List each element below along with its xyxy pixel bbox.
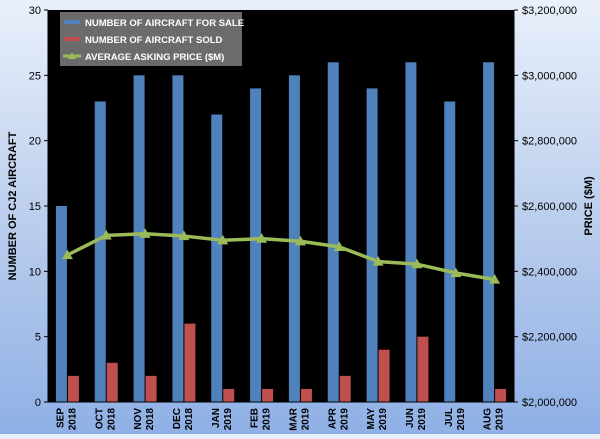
price-marker: [450, 267, 462, 278]
price-marker: [178, 230, 190, 241]
x-tick-label-line: NOV: [133, 408, 144, 430]
y-tick-label: 15: [29, 201, 41, 213]
y-tick-label: 5: [35, 332, 41, 344]
bar-sold: [67, 375, 79, 402]
x-tick-label-line: 2019: [417, 408, 428, 431]
bar-for-sale: [483, 62, 495, 403]
bar-sold: [378, 349, 390, 402]
x-tick-label-line: FEB: [250, 408, 261, 428]
bar-for-sale: [288, 75, 300, 402]
x-tick-label-line: APR: [327, 407, 338, 429]
y-tick-label: 30: [29, 5, 41, 17]
price-marker: [333, 241, 345, 251]
x-tick-label-line: JAN: [211, 408, 222, 428]
bar-sold: [495, 388, 507, 402]
price-marker: [411, 258, 423, 269]
x-tick-label-line: SEP: [55, 408, 66, 428]
price-marker: [294, 235, 306, 246]
x-tick-label: MAY 2019: [366, 408, 389, 431]
x-tick-label-line: 2019: [495, 408, 506, 431]
x-tick-label-line: 2019: [300, 408, 311, 431]
bar-for-sale: [55, 206, 67, 402]
bar-sold: [262, 388, 274, 402]
y2-tick-label: $2,200,000: [522, 332, 577, 344]
legend-label: NUMBER OF AIRCRAFT FOR SALE: [85, 18, 244, 29]
x-tick-label-line: 2019: [339, 408, 350, 431]
y-tick-label: 25: [29, 70, 41, 82]
bar-for-sale: [405, 62, 417, 403]
bar-for-sale: [211, 114, 223, 403]
y2-tick-label: $2,600,000: [522, 201, 577, 213]
legend-marker: [68, 52, 76, 59]
x-tick-label-line: JUL: [444, 408, 455, 427]
x-tick-label-line: 2018: [145, 408, 156, 431]
price-marker: [217, 234, 229, 245]
x-tick-label: APR 2019: [327, 407, 350, 430]
x-tick-label: FEB 2019: [250, 408, 273, 431]
bar-for-sale: [133, 75, 145, 402]
legend-swatch: [64, 20, 80, 24]
x-tick-label-line: 2019: [456, 408, 467, 431]
x-tick-label-line: AUG: [483, 408, 494, 430]
bar-sold: [145, 375, 157, 402]
y2-tick-label: $2,000,000: [522, 397, 577, 409]
x-tick-label-line: OCT: [94, 408, 105, 429]
bar-sold: [417, 336, 429, 402]
x-tick-label-line: 2018: [184, 408, 195, 431]
bar-for-sale: [250, 88, 262, 403]
legend-label: NUMBER OF AIRCRAFT SOLD: [85, 35, 223, 46]
bar-for-sale: [444, 101, 456, 402]
bar-sold: [339, 375, 351, 402]
y-tick-label: 0: [35, 397, 41, 409]
x-tick-label: AUG 2019: [483, 408, 506, 431]
x-tick-label-line: 2019: [262, 408, 273, 431]
price-line: [66, 232, 495, 282]
x-tick-label-line: 2019: [378, 408, 389, 431]
y-axis-title: NUMBER OF CJ2 AIRCRAFT: [7, 131, 19, 280]
bar-sold: [106, 362, 118, 402]
price-marker: [139, 228, 151, 238]
bar-sold: [223, 388, 235, 402]
x-tick-label: JUN 2019: [405, 408, 428, 431]
x-tick-label-line: MAY: [366, 408, 377, 430]
price-marker: [256, 233, 268, 243]
price-marker: [61, 249, 73, 260]
x-tick-label-line: DEC: [172, 408, 183, 429]
bar-sold: [300, 388, 312, 402]
x-tick-label: DEC 2018: [172, 408, 195, 431]
price-marker: [372, 256, 384, 266]
bar-for-sale: [366, 88, 378, 403]
x-tick-label: NOV 2018: [133, 408, 156, 431]
x-tick-label-line: 2018: [106, 408, 117, 431]
legend-box: [60, 12, 242, 66]
y2-tick-label: $3,000,000: [522, 70, 577, 82]
price-marker: [489, 274, 501, 284]
x-tick-label-line: 2019: [223, 408, 234, 431]
bar-for-sale: [94, 101, 106, 402]
y2-tick-label: $3,200,000: [522, 5, 577, 17]
y2-tick-label: $2,800,000: [522, 136, 577, 148]
x-tick-label: OCT 2018: [94, 408, 117, 431]
plot-area: [48, 10, 514, 402]
bar-for-sale: [327, 62, 339, 403]
x-tick-label-line: 2018: [67, 408, 78, 431]
bar-for-sale: [172, 75, 184, 402]
x-tick-label: SEP 2018: [55, 408, 78, 431]
x-tick-label-line: MAR: [288, 407, 299, 431]
x-tick-label: MAR 2019: [288, 407, 311, 431]
x-tick-label-line: JUN: [405, 408, 416, 428]
x-tick-label: JUL 2019: [444, 408, 467, 431]
y2-axis-title: PRICE ($M): [583, 176, 595, 236]
bar-sold: [184, 323, 196, 402]
legend-label: AVERAGE ASKING PRICE ($M): [85, 52, 224, 63]
y2-tick-label: $2,400,000: [522, 266, 577, 278]
y-tick-label: 20: [29, 136, 41, 148]
x-tick-label: JAN 2019: [211, 408, 234, 431]
price-marker: [100, 229, 112, 240]
legend-swatch: [64, 37, 80, 41]
y-tick-label: 10: [29, 266, 41, 278]
